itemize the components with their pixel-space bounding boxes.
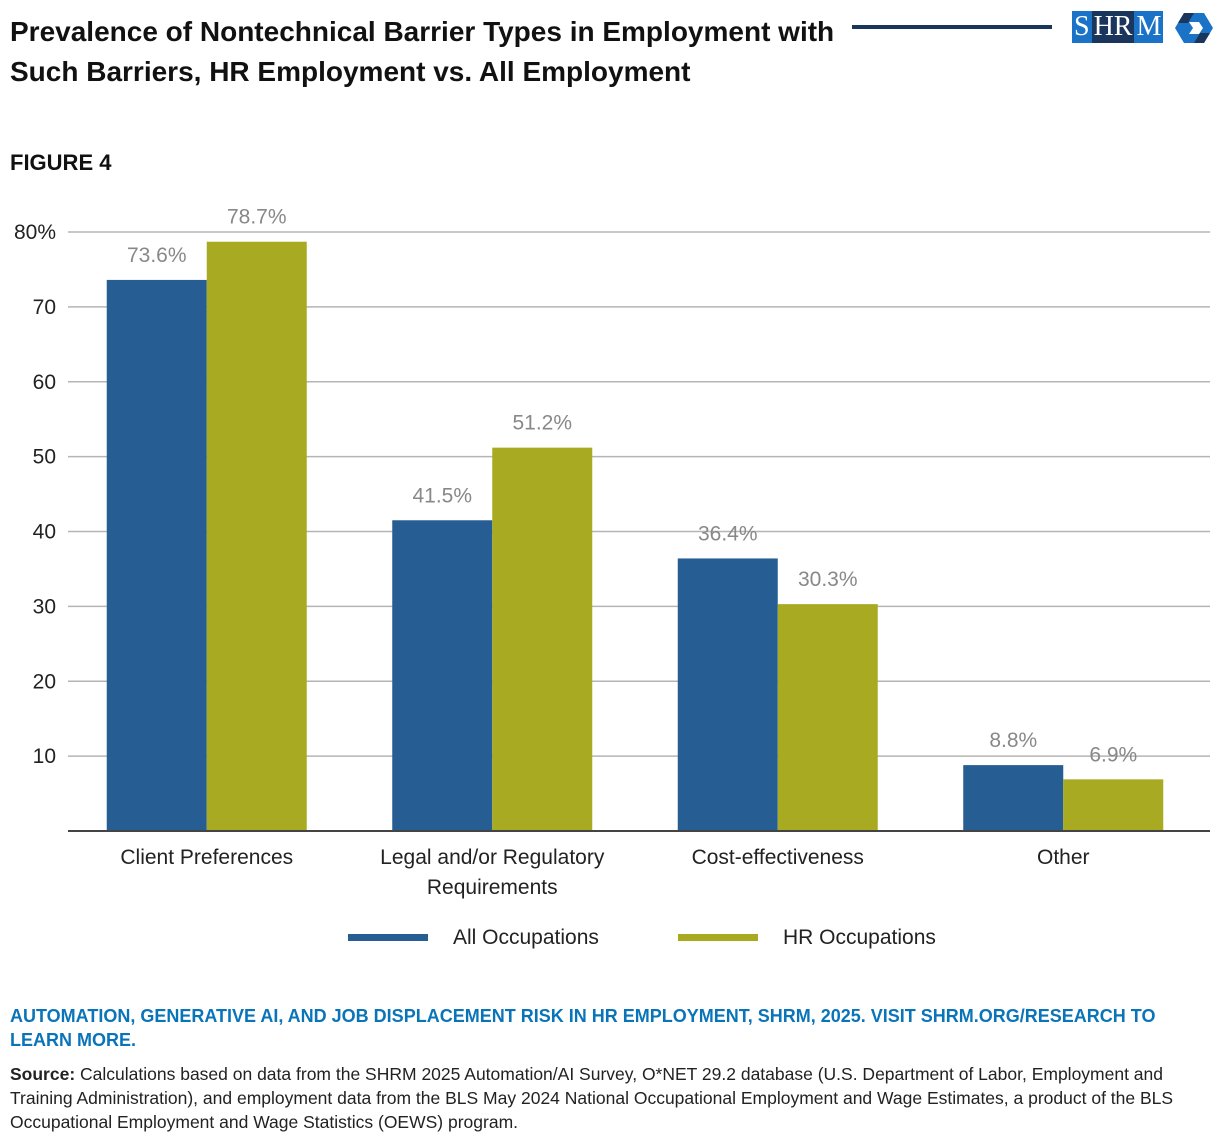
y-tick-label: 50 [33, 446, 56, 469]
bar-all [963, 765, 1064, 831]
y-tick-label: 60 [33, 371, 56, 394]
data-label: 30.3% [798, 568, 858, 591]
x-tick-label: Cost-effectiveness [692, 846, 864, 869]
legend-swatch [678, 934, 758, 941]
data-label: 36.4% [698, 522, 758, 545]
bar-chart: 10 20 30 40 50 60 70 80% 73.6% 78.7% Client Prefer… [14, 206, 1210, 949]
data-label: 6.9% [1089, 743, 1137, 766]
header-rule [852, 25, 1052, 29]
data-label: 51.2% [512, 412, 572, 435]
figure-label: FIGURE 4 [10, 150, 112, 175]
source-note: Source: Calculations based on data from … [10, 1062, 1210, 1134]
y-tick-label: 10 [33, 745, 56, 768]
shrm-logo: S HR M [1072, 11, 1214, 45]
legend-label: All Occupations [453, 926, 599, 949]
bar-all [106, 279, 207, 831]
x-tick-label: Other [1037, 846, 1090, 869]
source-text: Calculations based on data from the SHRM… [10, 1064, 1174, 1132]
y-tick-label: 30 [33, 595, 56, 618]
data-label: 8.8% [989, 729, 1037, 752]
y-tick-label: 20 [33, 670, 56, 693]
shrm-emblem-icon [1174, 13, 1213, 43]
bar-all [677, 558, 778, 831]
shrm-wordmark: S HR M [1072, 11, 1164, 43]
report-reference: AUTOMATION, GENERATIVE AI, AND JOB DISPL… [10, 1006, 1156, 1050]
bar-hr [492, 447, 593, 831]
data-label: 41.5% [412, 484, 472, 507]
y-tick-label: 70 [33, 296, 56, 319]
y-tick-label: 80% [14, 221, 56, 244]
legend-swatch [348, 934, 428, 941]
chart-title: Prevalence of Nontechnical Barrier Types… [10, 16, 835, 87]
bar-hr [206, 241, 307, 831]
x-tick-label: Legal and/or Regulatory [380, 846, 605, 869]
data-label: 78.7% [227, 206, 287, 229]
y-tick-label: 40 [33, 521, 56, 544]
legend-label: HR Occupations [783, 926, 936, 949]
data-label: 73.6% [127, 244, 187, 267]
bar-all [392, 520, 493, 831]
x-tick-label: Requirements [427, 876, 558, 899]
bar-hr [1063, 779, 1164, 831]
bar-hr [777, 604, 878, 831]
x-tick-label: Client Preferences [120, 846, 293, 869]
source-label: Source: [10, 1064, 76, 1084]
